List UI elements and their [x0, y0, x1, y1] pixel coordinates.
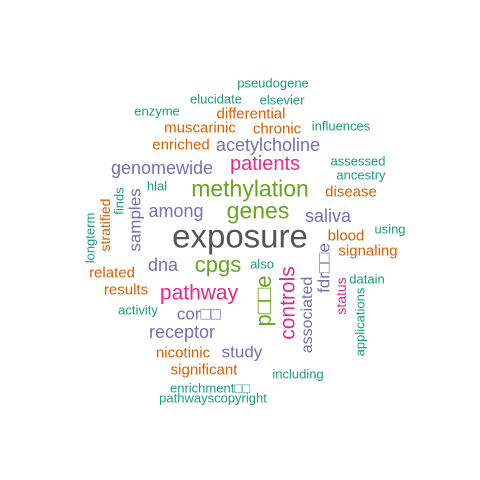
- word-controls: controls: [276, 266, 300, 340]
- word-assessed: assessed: [330, 153, 386, 169]
- word-exposure: exposure: [172, 217, 308, 255]
- word-p-e: p□□e: [251, 275, 276, 327]
- word-stratified: stratified: [97, 198, 113, 252]
- word-methylation: methylation: [191, 175, 309, 202]
- word-among: among: [148, 201, 204, 221]
- word-ancestry: ancestry: [336, 167, 386, 183]
- word-pseudogene: pseudogene: [237, 75, 309, 91]
- word-also: also: [250, 256, 274, 272]
- word-status: status: [333, 277, 349, 315]
- word-related: related: [89, 264, 135, 282]
- word-study: study: [221, 342, 263, 362]
- word-chronic: chronic: [252, 120, 302, 138]
- word-genes: genes: [226, 197, 290, 224]
- word-acetylcholine: acetylcholine: [215, 135, 321, 155]
- word-signaling: signaling: [338, 242, 398, 260]
- word-dna: dna: [147, 255, 179, 275]
- word-receptor: receptor: [148, 322, 216, 342]
- word-enrichment: enrichment□□: [169, 380, 251, 396]
- word-using: using: [374, 221, 406, 237]
- word-including: including: [272, 366, 324, 382]
- word-muscarinic: muscarinic: [164, 119, 236, 137]
- word-hlal: hlal: [146, 178, 168, 194]
- word-enzyme: enzyme: [134, 103, 180, 119]
- word-disease: disease: [325, 183, 377, 201]
- word-significant: significant: [170, 361, 238, 379]
- word-applications: applications: [352, 287, 368, 357]
- word-pathwayscopyright: pathwayscopyright: [159, 390, 267, 406]
- word-elsevier: elsevier: [259, 92, 305, 108]
- word-cpgs: cpgs: [194, 252, 242, 277]
- word-longterm: longterm: [82, 212, 98, 264]
- word-datain: datain: [349, 271, 385, 287]
- word-samples: samples: [125, 188, 145, 252]
- word-enriched: enriched: [152, 136, 210, 154]
- word-blood: blood: [327, 227, 365, 245]
- word-nicotinic: nicotinic: [155, 344, 211, 362]
- word-genomewide: genomewide: [110, 158, 214, 178]
- word-influences: influences: [311, 118, 371, 134]
- word-elucidate: elucidate: [189, 91, 243, 107]
- word-activity: activity: [118, 302, 158, 318]
- word-finds: finds: [111, 187, 127, 215]
- word-differential: differential: [216, 105, 286, 123]
- word-patients: patients: [229, 153, 301, 175]
- word-fdr-e: fdr□□e: [314, 243, 334, 293]
- word-cor: cor□□: [176, 304, 222, 324]
- word-pathway: pathway: [159, 281, 239, 305]
- word-saliva: saliva: [304, 206, 352, 226]
- word-results: results: [103, 281, 149, 299]
